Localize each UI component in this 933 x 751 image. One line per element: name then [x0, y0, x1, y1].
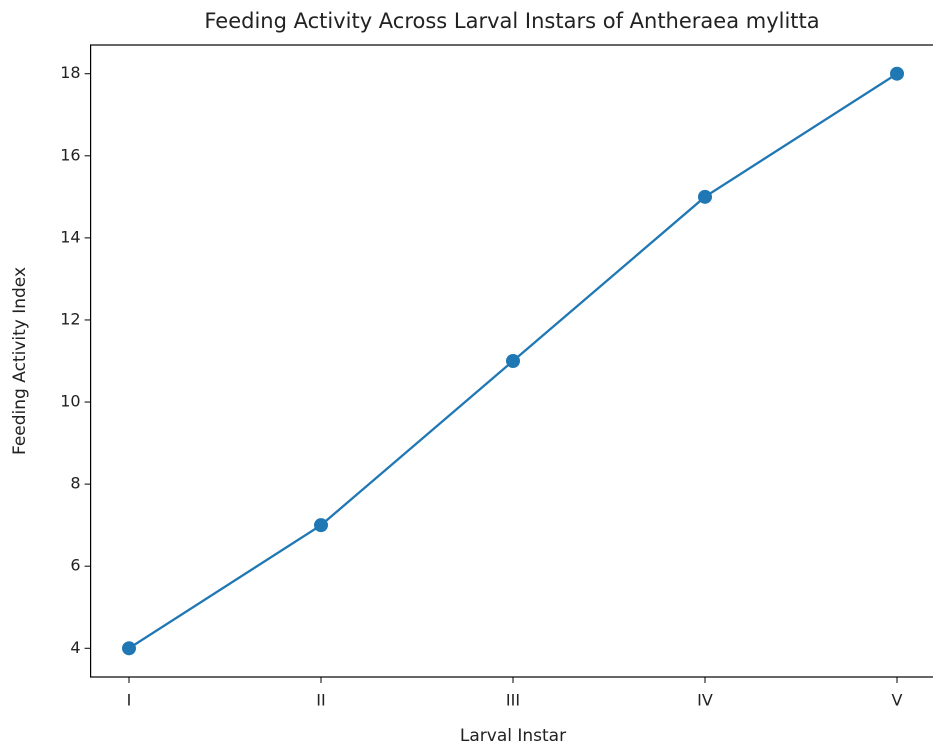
data-point — [122, 641, 136, 656]
data-point — [506, 354, 520, 368]
x-tick-label: I — [127, 691, 132, 710]
data-point — [314, 518, 328, 533]
data-point — [698, 189, 712, 204]
x-tick-label: V — [892, 691, 903, 710]
y-axis-label: Feeding Activity Index — [10, 267, 30, 455]
x-axis-label: Larval Instar — [460, 726, 566, 746]
x-tick-label: III — [506, 691, 520, 710]
data-point — [890, 66, 904, 81]
y-tick-label: 12 — [60, 309, 80, 328]
y-tick-label: 8 — [70, 474, 80, 493]
y-tick-label: 18 — [60, 63, 80, 82]
x-tick-label: II — [316, 691, 325, 710]
y-tick-label: 14 — [60, 227, 80, 246]
y-tick-label: 16 — [60, 145, 80, 164]
y-tick-label: 6 — [70, 556, 80, 575]
y-tick-label: 10 — [60, 392, 80, 411]
x-tick-label: IV — [697, 691, 713, 710]
y-tick-label: 4 — [70, 638, 80, 657]
chart-title: Feeding Activity Across Larval Instars o… — [204, 9, 819, 33]
